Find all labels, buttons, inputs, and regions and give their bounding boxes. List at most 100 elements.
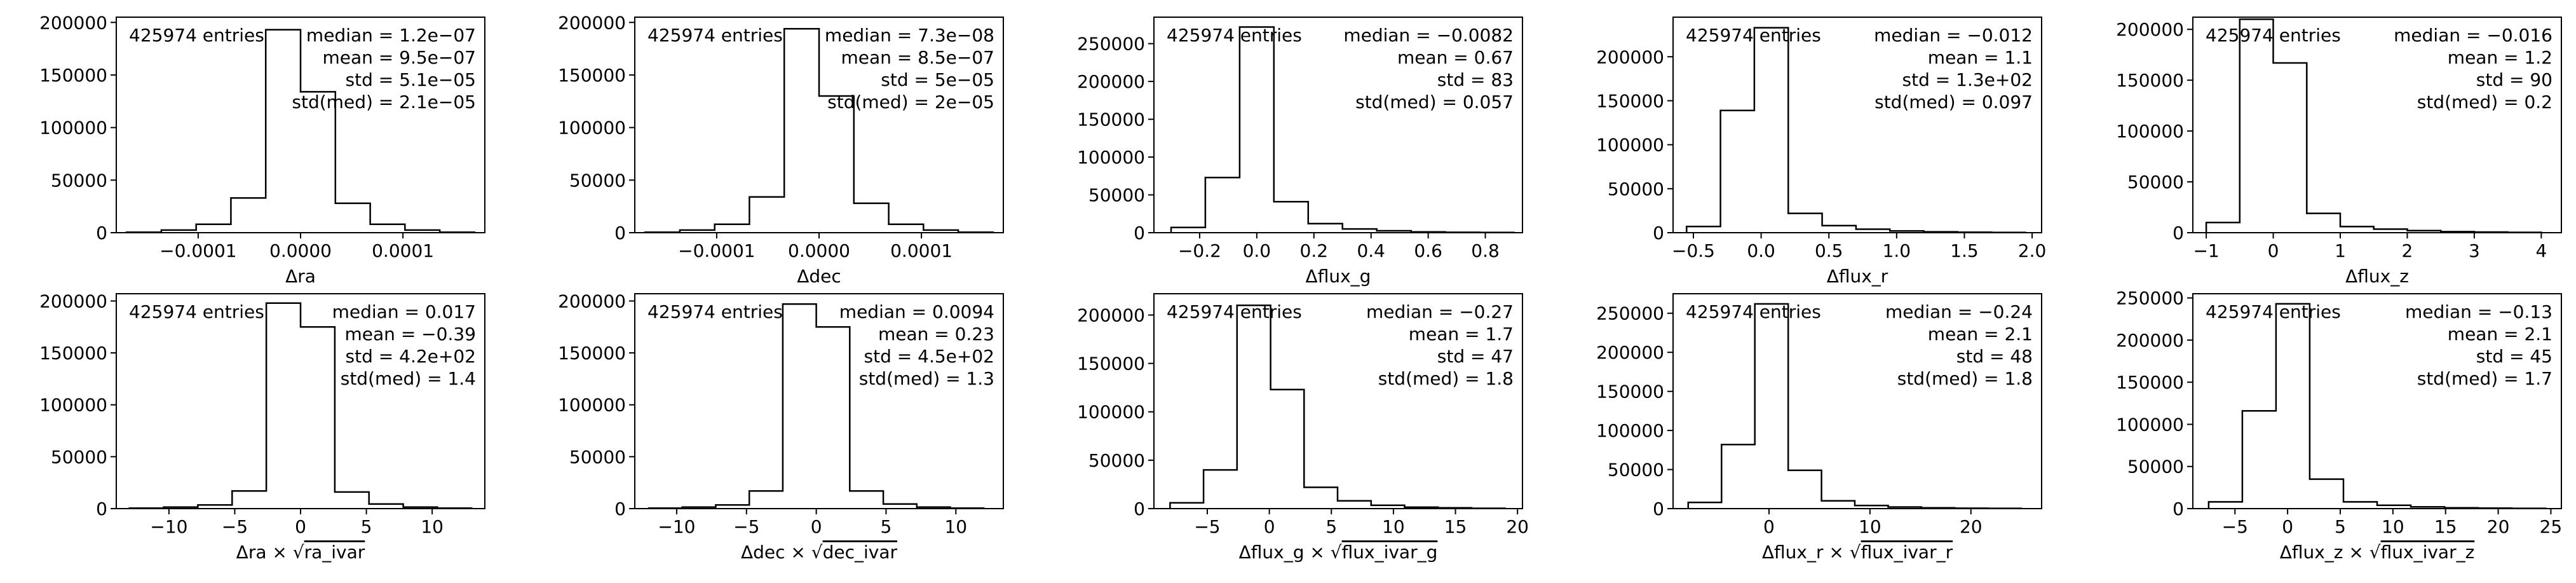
y-tick-label: 0 (1134, 223, 1145, 243)
x-tick-label: 20 (2487, 516, 2510, 537)
x-tick-label: 0 (1763, 516, 1775, 537)
y-tick-label: 100000 (558, 118, 626, 139)
axes-frame (1153, 17, 1523, 233)
x-tick-label: −5 (733, 516, 759, 537)
x-tick-label: 0 (2268, 240, 2279, 261)
x-tick-label: 15 (2434, 516, 2457, 537)
x-axis-label: Δflux_z × √flux_ivar_z (2280, 542, 2475, 563)
histogram-steps (647, 303, 985, 509)
y-tick-label: 150000 (39, 343, 107, 364)
stat-label: median = 1.2e−07 (306, 25, 476, 46)
stat-label: median = 7.3e−08 (825, 25, 994, 46)
y-tick-label: 100000 (1077, 402, 1145, 423)
y-tick-label: 100000 (1596, 420, 1664, 441)
stat-label: std(med) = 0.057 (1355, 92, 1514, 113)
entries-label: 425974 entries (129, 301, 264, 322)
y-tick-label: 0 (1134, 498, 1145, 519)
stat-label: mean = 1.2 (2448, 47, 2552, 68)
stat-label: median = −0.012 (1874, 25, 2033, 46)
x-tick-label: −10 (150, 516, 187, 537)
stat-label: std = 4.5e+02 (864, 346, 994, 367)
histogram-panel: −0.5 0.0 0.5 1.0 1.5 2.0 0 50000 100000 150000 200… (1596, 17, 2046, 287)
stat-label: mean = 2.1 (1928, 324, 2033, 345)
y-tick-label: 200000 (2116, 330, 2184, 351)
x-tick-label: 0.4 (1357, 240, 1385, 261)
stat-label: std = 83 (1437, 69, 1514, 90)
y-tick-label: 150000 (558, 65, 626, 86)
stat-label: std = 48 (1956, 346, 2033, 367)
axes-frame (1153, 293, 1523, 509)
y-tick-label: 0 (1653, 498, 1664, 519)
stat-label: median = −0.0082 (1343, 25, 1514, 46)
y-tick-label: 200000 (39, 291, 107, 312)
y-tick-label: 100000 (2116, 121, 2184, 142)
y-tick-label: 50000 (569, 170, 626, 191)
y-tick-label: 150000 (39, 65, 107, 86)
x-tick-label: 2.0 (2018, 240, 2047, 261)
x-tick-label: 5 (2335, 516, 2346, 537)
x-tick-label: 0.0000 (788, 240, 850, 261)
y-tick-label: 250000 (2116, 288, 2184, 309)
x-axis-label: Δflux_g (1306, 266, 1371, 287)
x-tick-label: 3 (2469, 240, 2480, 261)
stat-label: std(med) = 1.8 (1378, 368, 1514, 389)
x-tick-label: −0.2 (1178, 240, 1221, 261)
x-tick-label: 20 (1506, 516, 1529, 537)
y-tick-label: 100000 (39, 118, 107, 139)
y-tick-label: 150000 (2116, 70, 2184, 91)
x-tick-label: 10 (1382, 516, 1405, 537)
y-tick-label: 0 (96, 223, 107, 243)
stat-label: median = −0.13 (2405, 301, 2552, 322)
stat-label: std(med) = 1.7 (2417, 368, 2552, 389)
axes-frame (2192, 293, 2562, 509)
y-tick-label: 150000 (2116, 372, 2184, 393)
stat-label: mean = 8.5e−07 (841, 47, 994, 68)
x-tick-label: 1.5 (1950, 240, 1979, 261)
x-tick-label: −5 (222, 516, 248, 537)
x-tick-label: 1 (2335, 240, 2346, 261)
x-tick-label: 0.8 (1471, 240, 1500, 261)
stat-label: std = 5.1e−05 (346, 69, 476, 90)
y-tick-label: 50000 (1088, 450, 1145, 471)
x-tick-label: 15 (1444, 516, 1467, 537)
x-tick-label: 0.0 (1747, 240, 1775, 261)
x-tick-label: 0 (811, 516, 822, 537)
x-axis-label: Δdec × √dec_ivar (741, 542, 898, 563)
stat-label: std(med) = 2e−05 (827, 92, 994, 113)
y-tick-label: 250000 (1077, 34, 1145, 55)
y-tick-label: 0 (96, 498, 107, 519)
y-tick-label: 100000 (1077, 147, 1145, 168)
y-tick-label: 150000 (1077, 353, 1145, 374)
x-tick-label: 4 (2535, 240, 2547, 261)
stat-label: mean = −0.39 (345, 324, 476, 345)
x-axis-label-radicand: ra_ivar (304, 542, 365, 563)
y-tick-label: 0 (2173, 498, 2184, 519)
x-tick-label: −5 (1194, 516, 1220, 537)
stat-label: median = 0.0094 (839, 301, 994, 322)
y-tick-label: 250000 (1596, 303, 1664, 324)
x-tick-label: 10 (2382, 516, 2404, 537)
histogram-panel: −0.0001 0.0000 0.0001 0 50000 100000 150000 200… (39, 12, 485, 287)
y-tick-label: 0 (2173, 223, 2184, 243)
stat-label: std = 5e−05 (881, 69, 994, 90)
y-tick-label: 100000 (2116, 414, 2184, 435)
y-tick-label: 0 (614, 223, 626, 243)
histogram-panel: −5 0 5 10 15 20 25 0 50000 100000 150000 200000 2500… (2116, 288, 2562, 563)
histogram-panel: −10 −5 0 5 10 0 50000 100000 150000 200000 Δra × √… (39, 291, 485, 563)
x-tick-label: 0.5 (1815, 240, 1843, 261)
x-tick-label: 5 (361, 516, 372, 537)
stat-label: median = −0.016 (2394, 25, 2552, 46)
x-axis-label: Δflux_g × √flux_ivar_g (1239, 542, 1438, 563)
y-tick-label: 200000 (558, 291, 626, 312)
x-tick-label: 0 (2282, 516, 2293, 537)
y-tick-label: 50000 (569, 446, 626, 467)
x-tick-label: 0.0 (1243, 240, 1271, 261)
histogram-steps (128, 302, 473, 509)
y-tick-label: 150000 (1596, 90, 1664, 111)
y-tick-label: 200000 (2116, 19, 2184, 40)
x-axis-label: Δflux_z (2345, 266, 2409, 287)
y-tick-label: 150000 (558, 343, 626, 364)
x-tick-label: 10 (421, 516, 444, 537)
x-tick-label: 0.6 (1414, 240, 1442, 261)
